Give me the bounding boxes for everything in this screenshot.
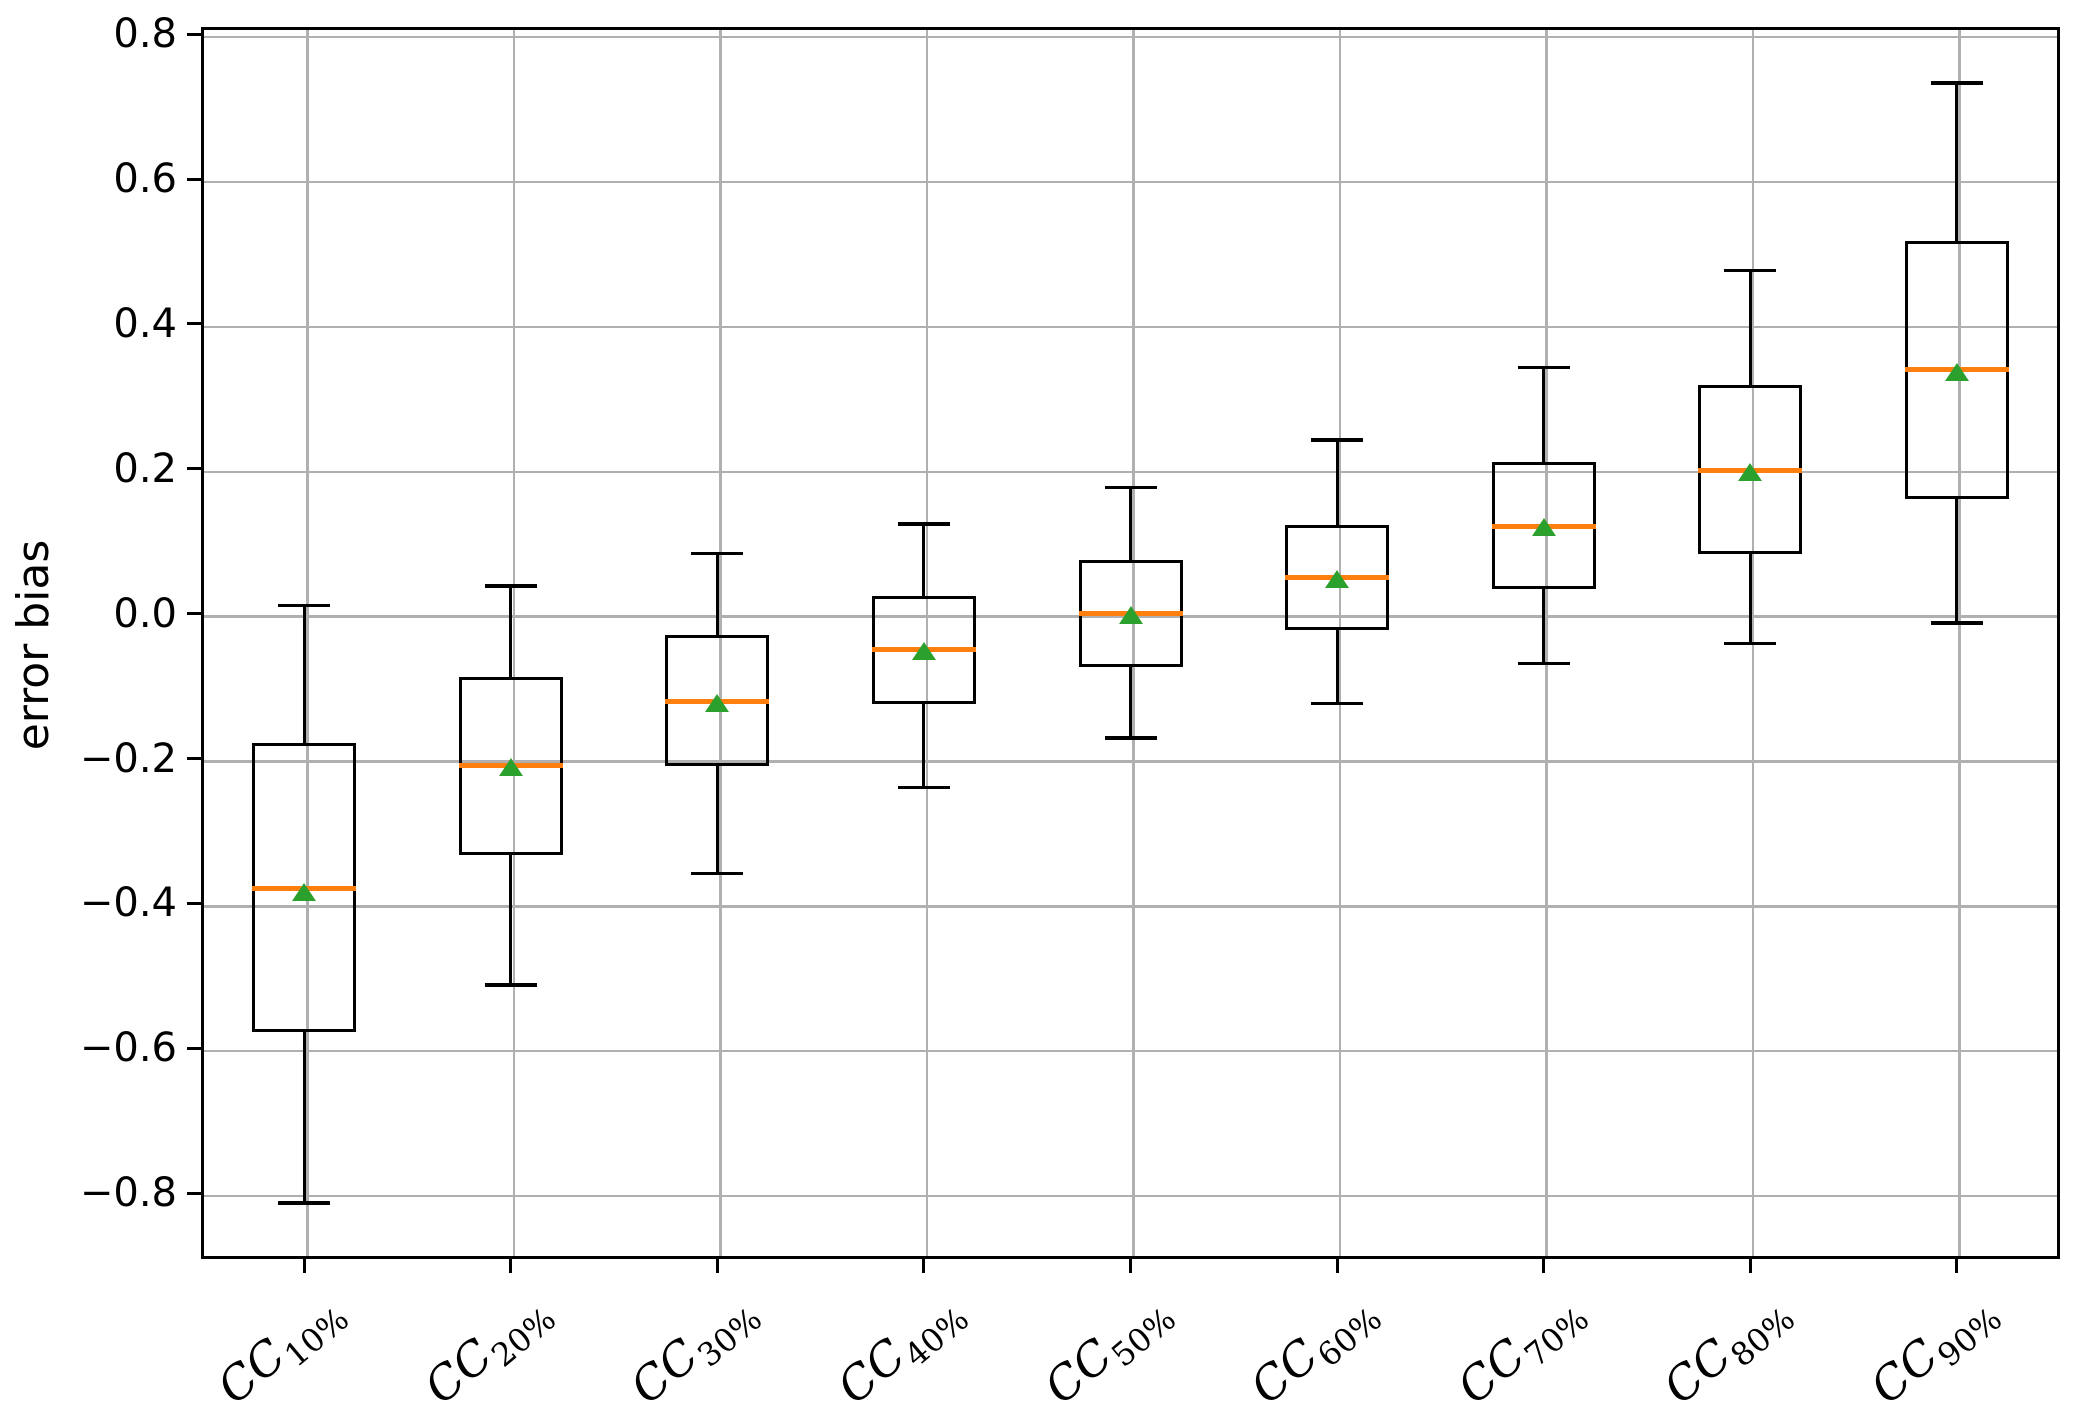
whisker-cap-bottom — [278, 1201, 331, 1205]
x-tick-label: CC90% — [1860, 1285, 2009, 1415]
whisker-lower — [302, 1032, 306, 1204]
whisker-cap-bottom — [1311, 701, 1364, 706]
whisker-cap-top — [1517, 365, 1570, 370]
mean-marker — [1531, 517, 1556, 536]
whisker-lower — [1955, 499, 1959, 624]
whisker-cap-top — [1104, 485, 1157, 490]
y-tick-label: 0.0 — [113, 590, 177, 637]
y-axis-label: error bias — [8, 539, 59, 751]
y-tick-label: −0.6 — [79, 1025, 177, 1072]
whisker-upper — [509, 586, 513, 677]
x-tick-mark — [1955, 1259, 1959, 1273]
whisker-cap-top — [278, 603, 331, 608]
y-gridline — [204, 1194, 2057, 1198]
x-tick-label: CC10% — [207, 1285, 356, 1415]
whisker-cap-top — [484, 584, 537, 588]
whisker-upper — [302, 605, 306, 744]
y-gridline — [204, 470, 2057, 474]
y-gridline — [204, 180, 2057, 184]
y-gridline — [204, 35, 2057, 39]
whisker-cap-bottom — [1104, 736, 1157, 740]
x-tick-mark — [922, 1259, 926, 1273]
x-tick-mark — [509, 1259, 513, 1273]
whisker-upper — [1335, 439, 1339, 525]
x-gridline — [719, 30, 722, 1256]
y-tick-label: −0.4 — [79, 880, 177, 927]
x-tick-mark — [1335, 1259, 1339, 1273]
x-tick-label: CC40% — [827, 1285, 976, 1415]
whisker-cap-top — [1311, 438, 1364, 442]
y-gridline — [204, 1049, 2057, 1053]
x-tick-label: CC50% — [1034, 1285, 1183, 1415]
whisker-lower — [1335, 630, 1339, 704]
x-gridline — [306, 30, 309, 1256]
y-gridline — [204, 905, 2057, 908]
whisker-lower — [509, 854, 513, 986]
whisker-lower — [1542, 589, 1546, 664]
whisker-cap-top — [897, 522, 950, 526]
whisker-upper — [715, 553, 719, 635]
whisker-cap-bottom — [691, 871, 744, 876]
y-tick-mark — [187, 757, 201, 761]
y-tick-mark — [187, 322, 201, 326]
y-tick-mark — [187, 1191, 201, 1195]
y-tick-label: −0.8 — [79, 1170, 177, 1217]
whisker-lower — [715, 765, 719, 874]
whisker-upper — [922, 523, 926, 597]
x-tick-label: CC60% — [1240, 1285, 1389, 1415]
mean-marker — [1325, 569, 1350, 588]
y-tick-mark — [187, 1046, 201, 1050]
x-tick-label: CC20% — [414, 1285, 563, 1415]
x-tick-mark — [715, 1259, 719, 1273]
whisker-upper — [1129, 487, 1132, 561]
whisker-cap-bottom — [1517, 661, 1570, 666]
x-gridline — [1132, 30, 1135, 1256]
mean-marker — [498, 758, 523, 777]
x-gridline — [1338, 30, 1342, 1256]
whisker-cap-bottom — [484, 983, 537, 987]
mean-marker — [1118, 606, 1143, 625]
mean-marker — [1944, 362, 1969, 381]
x-gridline — [1958, 30, 1961, 1256]
x-tick-label: CC30% — [620, 1285, 769, 1415]
whisker-lower — [922, 704, 926, 788]
y-tick-label: 0.6 — [113, 156, 177, 203]
y-tick-mark — [187, 177, 201, 181]
x-gridline — [512, 30, 516, 1256]
whisker-cap-bottom — [897, 785, 950, 790]
x-tick-label: CC80% — [1653, 1285, 1802, 1415]
x-gridline — [1545, 30, 1548, 1256]
y-tick-label: 0.8 — [113, 11, 177, 58]
x-tick-label: CC70% — [1447, 1285, 1596, 1415]
y-tick-label: −0.2 — [79, 735, 177, 782]
whisker-lower — [1748, 553, 1752, 644]
mean-marker — [705, 693, 730, 712]
x-tick-mark — [1129, 1259, 1132, 1273]
y-tick-mark — [187, 901, 201, 905]
y-tick-mark — [187, 612, 201, 616]
whisker-cap-bottom — [1930, 621, 1983, 625]
y-gridline — [204, 325, 2057, 329]
whisker-cap-top — [691, 551, 744, 556]
mean-marker — [1738, 462, 1763, 481]
whisker-upper — [1955, 82, 1959, 242]
x-tick-mark — [1748, 1259, 1752, 1273]
y-tick-label: 0.2 — [113, 445, 177, 492]
x-tick-mark — [1542, 1259, 1546, 1273]
whisker-upper — [1748, 270, 1752, 385]
y-gridline — [204, 760, 2057, 763]
whisker-cap-bottom — [1724, 641, 1777, 646]
mean-marker — [911, 642, 936, 661]
whisker-cap-top — [1930, 81, 1983, 85]
y-tick-mark — [187, 467, 201, 471]
x-tick-mark — [302, 1259, 306, 1273]
whisker-cap-top — [1724, 268, 1777, 273]
y-tick-mark — [187, 32, 201, 36]
whisker-lower — [1129, 666, 1132, 739]
whisker-upper — [1542, 367, 1546, 463]
y-tick-label: 0.4 — [113, 300, 177, 347]
mean-marker — [292, 882, 317, 901]
